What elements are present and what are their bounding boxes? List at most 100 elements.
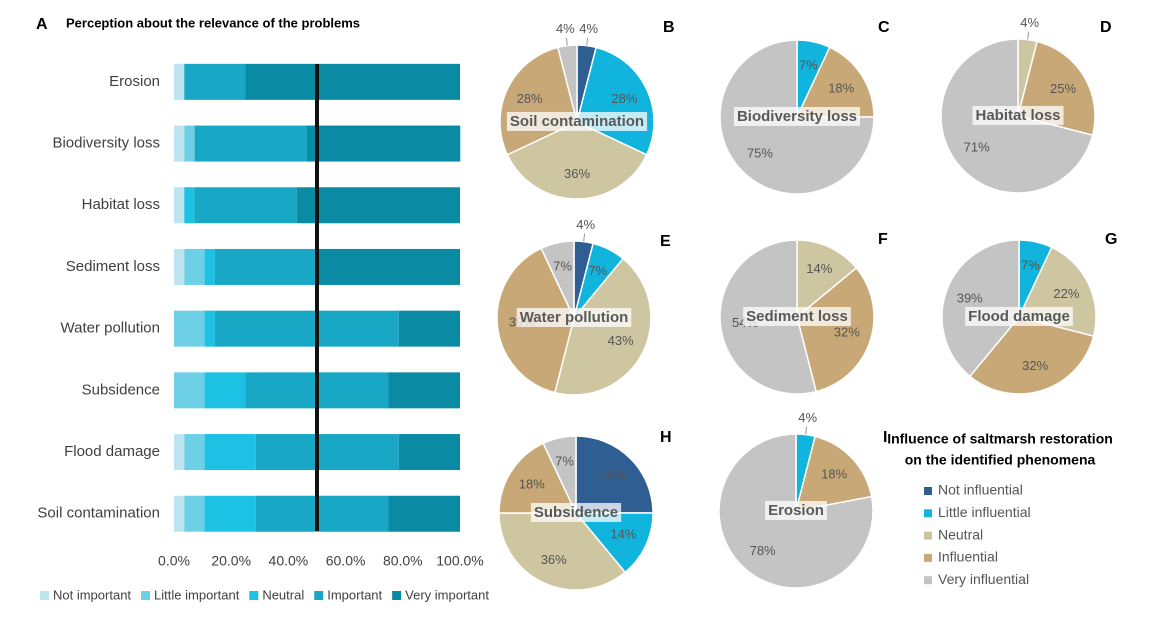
legend-label: Very influential	[938, 571, 1029, 587]
slice-label: 7%	[553, 258, 572, 273]
bar-segment	[245, 63, 460, 100]
panel-letter: E	[660, 233, 671, 250]
slice-label: 32%	[1022, 358, 1048, 373]
pie-slice	[574, 512, 654, 574]
bar-segment	[184, 187, 195, 224]
leader-line	[583, 233, 586, 242]
slice-label: 4%	[579, 21, 598, 36]
pie-title-box	[506, 111, 648, 131]
pie-title-box	[733, 106, 861, 126]
pie-title-box	[965, 306, 1073, 326]
bar-segment	[174, 125, 185, 162]
slice-label: 7%	[588, 263, 607, 278]
chart-title: Perception about the relevance of the pr…	[66, 15, 360, 30]
pie-title: Soil contamination	[510, 113, 644, 130]
bar-segment	[255, 495, 389, 532]
pie-title: Water pollution	[520, 309, 629, 326]
slice-label: 25%	[600, 467, 626, 482]
pie-slice	[719, 39, 875, 195]
x-tick-label: 0.0%	[158, 553, 190, 569]
pie-slice	[796, 239, 858, 319]
slice-label: 71%	[964, 140, 990, 155]
bar-segment	[174, 310, 205, 347]
legend-label: Influential	[938, 549, 998, 565]
legend-title: Influence of saltmarsh restoration	[887, 431, 1113, 447]
slice-label: 28%	[517, 91, 543, 106]
pie-title: Flood damage	[968, 308, 1070, 325]
legend-label: Not important	[53, 587, 131, 602]
slice-label: 4%	[556, 21, 575, 36]
leader-line	[565, 37, 568, 46]
legend-swatch	[249, 591, 259, 600]
slice-label: 36%	[541, 552, 567, 567]
bar-segment	[398, 310, 460, 347]
slice-label: 7%	[799, 57, 818, 72]
bar-segment	[255, 434, 399, 471]
bar-segment	[174, 187, 185, 224]
slice-label: 18%	[821, 467, 847, 482]
legend-swatch	[392, 591, 402, 600]
slice-label: 25%	[1050, 81, 1076, 96]
pie-title-box	[530, 502, 622, 522]
bar-segment	[204, 434, 256, 471]
leader-line	[586, 37, 589, 46]
slice-label: 28%	[611, 91, 637, 106]
legend-label: Not influential	[938, 482, 1023, 498]
bar-segment	[317, 248, 460, 285]
legend-label: Neutral	[938, 526, 983, 542]
slice-label: 18%	[519, 476, 545, 491]
pie-slice	[795, 46, 875, 118]
pie-title: Erosion	[768, 502, 824, 519]
bar-segment	[388, 495, 460, 532]
slice-label: 78%	[750, 543, 776, 558]
bar-segment	[204, 248, 215, 285]
category-label: Subsidence	[82, 381, 160, 398]
bar-segment	[398, 434, 460, 471]
legend-label: Little important	[154, 587, 240, 602]
bar-segment	[174, 372, 205, 409]
bar-segment	[174, 495, 185, 532]
legend-swatch	[141, 591, 151, 600]
bar-segment	[184, 495, 205, 532]
bar-segment	[184, 63, 246, 100]
pie-slice	[794, 435, 873, 512]
panel-letter: C	[878, 19, 890, 36]
bar-segment	[204, 372, 246, 409]
bar-segment	[214, 310, 399, 347]
bar-segment	[184, 248, 205, 285]
category-label: Habitat loss	[82, 196, 160, 213]
pie-slice	[556, 44, 578, 123]
pie-title: Habitat loss	[975, 107, 1060, 124]
legend-label: Neutral	[262, 587, 304, 602]
category-label: Flood damage	[64, 443, 160, 460]
slice-label: 14%	[806, 261, 832, 276]
slice-label: 14%	[610, 527, 636, 542]
panel-letter: A	[36, 16, 48, 33]
pie-slice	[718, 433, 874, 589]
legend-swatch	[314, 591, 324, 600]
slice-label: 7%	[1021, 257, 1040, 272]
bar-segment	[184, 434, 205, 471]
leader-line	[805, 426, 808, 435]
slice-label: 7%	[555, 453, 574, 468]
pie-slice	[506, 121, 648, 200]
pie-title: Biodiversity loss	[737, 108, 857, 125]
leader-line	[1027, 31, 1030, 40]
legend-label: Little influential	[938, 504, 1031, 520]
pie-title: Sediment loss	[746, 308, 848, 325]
bar-segment	[184, 125, 195, 162]
bar-segment	[194, 187, 297, 224]
pie-slice	[498, 442, 578, 514]
category-label: Soil contamination	[37, 505, 160, 522]
slice-label: 32%	[834, 325, 860, 340]
slice-label: 43%	[608, 333, 634, 348]
slice-label: 39%	[957, 291, 983, 306]
panel-letter: G	[1105, 231, 1117, 248]
bar-segment	[174, 248, 185, 285]
pie-slice	[542, 435, 577, 514]
bar-segment	[296, 187, 460, 224]
legend-label: Very important	[405, 587, 489, 602]
pie-slice	[575, 435, 654, 514]
slice-label: 22%	[1053, 286, 1079, 301]
bar-segment	[214, 248, 317, 285]
